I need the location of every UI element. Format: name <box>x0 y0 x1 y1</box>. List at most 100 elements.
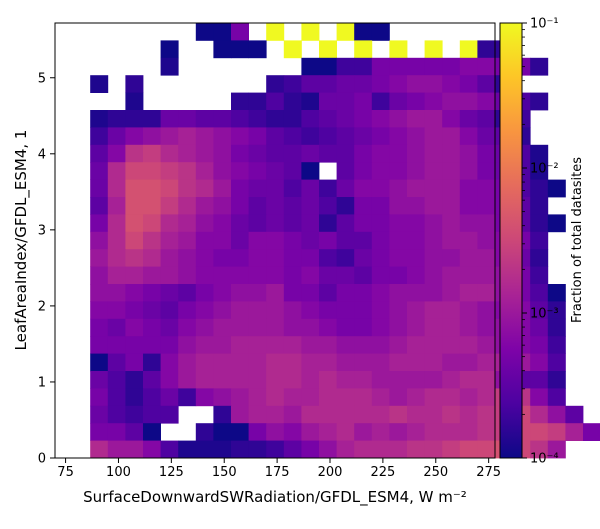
heatmap-cell <box>354 75 373 93</box>
heatmap-cell <box>143 214 161 233</box>
y-tick-label: 0 <box>38 452 46 467</box>
heatmap-cell <box>336 336 355 354</box>
heatmap-cell <box>231 214 249 233</box>
heatmap-cell <box>459 197 478 215</box>
heatmap-cell <box>371 405 390 424</box>
heatmap-cell <box>248 266 267 285</box>
heatmap-cell <box>530 249 549 267</box>
heatmap-cell <box>301 110 320 128</box>
heatmap-cell <box>371 57 390 76</box>
heatmap-cell <box>178 266 197 285</box>
heatmap-cell <box>424 127 443 146</box>
heatmap-cell <box>442 249 461 267</box>
heatmap-cell <box>459 336 478 354</box>
heatmap-cell <box>231 371 249 389</box>
heatmap-cell <box>336 405 355 424</box>
heatmap-cell <box>477 162 496 180</box>
heatmap-cell <box>319 249 337 267</box>
heatmap-cell <box>371 266 390 285</box>
heatmap-cell <box>407 75 425 93</box>
heatmap-cell <box>442 75 461 93</box>
heatmap-cell <box>248 197 267 215</box>
heatmap-cell <box>547 440 566 459</box>
heatmap-cell <box>565 405 584 424</box>
heatmap-cell <box>248 110 267 128</box>
heatmap-cell <box>125 214 144 233</box>
heatmap-cell <box>477 353 496 372</box>
heatmap-cell <box>213 336 232 354</box>
heatmap-cell <box>407 231 425 250</box>
heatmap-cell <box>424 371 443 389</box>
heatmap-cell <box>248 353 267 372</box>
heatmap-cell <box>231 162 249 180</box>
heatmap-cell <box>301 423 320 441</box>
y-axis: 0 1 2 3 4 5 <box>38 71 55 467</box>
heatmap-cell <box>178 284 197 302</box>
heatmap-cell <box>389 371 408 389</box>
heatmap-cell <box>90 179 109 198</box>
heatmap-cell <box>319 75 337 93</box>
heatmap-cell <box>178 127 197 146</box>
heatmap-cell <box>319 423 337 441</box>
heatmap-cell <box>178 110 197 128</box>
heatmap-cell <box>477 284 496 302</box>
heatmap-cell <box>530 405 549 424</box>
heatmap-cell <box>424 266 443 285</box>
heatmap-cell <box>248 214 267 233</box>
heatmap-cell <box>477 110 496 128</box>
heatmap-cell <box>459 284 478 302</box>
heatmap-cell <box>319 318 337 337</box>
heatmap-cell <box>459 214 478 233</box>
heatmap-cell <box>178 353 197 372</box>
heatmap-cell <box>266 301 285 320</box>
heatmap-cell <box>547 179 566 198</box>
heatmap-cell <box>459 92 478 111</box>
heatmap-cell <box>301 23 320 41</box>
heatmap-cells <box>90 23 600 459</box>
heatmap-cell <box>301 318 320 337</box>
heatmap-cell <box>336 179 355 198</box>
heatmap-cell <box>213 231 232 250</box>
heatmap-cell <box>319 284 337 302</box>
heatmap-cell <box>371 284 390 302</box>
heatmap-cell <box>477 301 496 320</box>
heatmap-cell <box>442 231 461 250</box>
heatmap-cell <box>283 127 302 146</box>
heatmap-cell <box>477 40 496 59</box>
heatmap-cell <box>389 423 408 441</box>
heatmap-cell <box>424 214 443 233</box>
heatmap-cell <box>125 423 144 441</box>
heatmap-cell <box>354 92 373 111</box>
heatmap-cell <box>407 388 425 407</box>
heatmap-cell <box>107 423 126 441</box>
x-tick-label: 250 <box>423 465 448 480</box>
heatmap-cell <box>283 353 302 372</box>
x-tick-label: 150 <box>212 465 237 480</box>
heatmap-cell <box>107 127 126 146</box>
heatmap-cell <box>407 284 425 302</box>
heatmap-cell <box>530 371 549 389</box>
heatmap-cell <box>125 371 144 389</box>
heatmap-cell <box>371 23 390 41</box>
heatmap-cell <box>477 57 496 76</box>
heatmap-cell <box>371 353 390 372</box>
heatmap-cell <box>459 75 478 93</box>
heatmap-cell <box>319 301 337 320</box>
heatmap-cell <box>213 353 232 372</box>
heatmap-cell <box>336 214 355 233</box>
heatmap-cell <box>442 353 461 372</box>
heatmap-cell <box>301 266 320 285</box>
heatmap-cell <box>354 110 373 128</box>
heatmap-cell <box>336 284 355 302</box>
heatmap-cell <box>266 214 285 233</box>
heatmap-cell <box>354 371 373 389</box>
heatmap-cell <box>301 231 320 250</box>
heatmap-cell <box>459 388 478 407</box>
heatmap-cell <box>195 336 214 354</box>
heatmap-cell <box>371 371 390 389</box>
heatmap-cell <box>248 127 267 146</box>
heatmap-cell <box>231 249 249 267</box>
heatmap-cell <box>336 440 355 459</box>
heatmap-cell <box>530 284 549 302</box>
